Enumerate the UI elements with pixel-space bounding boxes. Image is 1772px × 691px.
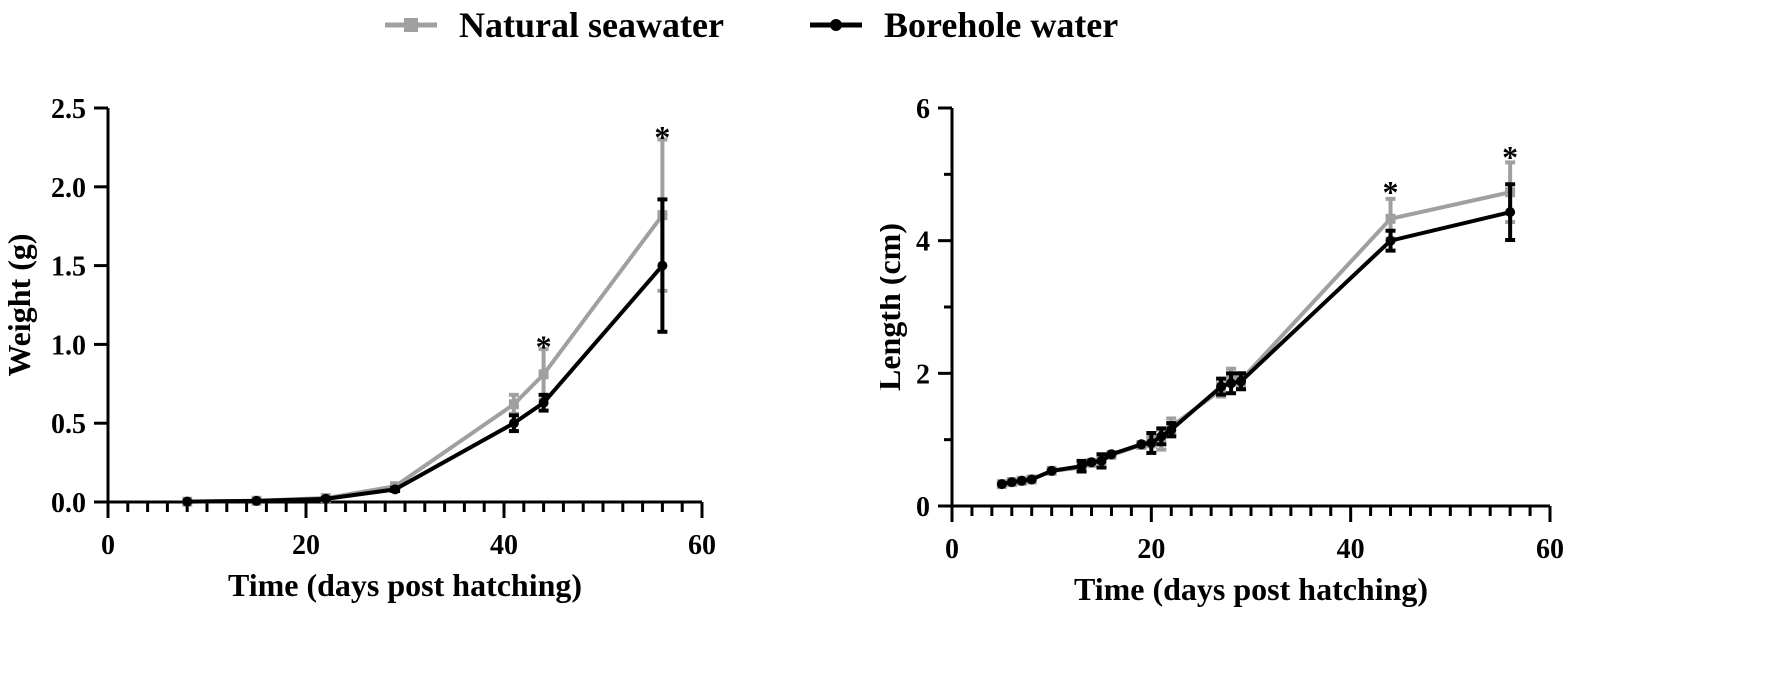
x-tick-label: 60: [688, 530, 716, 561]
data-point-borehole-water: [1136, 439, 1147, 450]
data-point-natural-seawater: [538, 369, 549, 380]
y-axis-label: Length (cm): [880, 223, 907, 391]
data-point-borehole-water: [1505, 207, 1516, 218]
y-tick-label: 1.5: [51, 252, 86, 283]
data-point-borehole-water: [1166, 424, 1177, 435]
data-point-borehole-water: [1026, 474, 1037, 485]
significance-asterisk: *: [536, 329, 552, 365]
data-point-borehole-water: [1086, 457, 1097, 468]
series-line-natural-seawater: [1001, 190, 1511, 487]
data-point-borehole-water: [1096, 455, 1107, 466]
x-tick-label: 20: [1137, 534, 1165, 565]
data-point-borehole-water: [538, 397, 549, 408]
y-tick-label: 2.5: [51, 94, 86, 125]
series-line-borehole-water: [1001, 210, 1511, 487]
y-tick-label: 0.0: [51, 488, 86, 519]
y-tick-label: 1.0: [51, 330, 86, 361]
y-tick-label: 0.5: [51, 409, 86, 440]
x-tick-label: 0: [101, 530, 115, 561]
data-point-borehole-water: [1046, 465, 1057, 476]
data-point-borehole-water: [320, 493, 331, 504]
legend-label: Borehole water: [884, 5, 1119, 45]
x-axis-label: Time (days post hatching): [1074, 571, 1428, 607]
data-point-borehole-water: [1106, 449, 1117, 460]
data-point-borehole-water: [1156, 431, 1167, 442]
x-tick-label: 40: [1337, 534, 1365, 565]
data-point-borehole-water: [1076, 461, 1087, 472]
data-point-natural-seawater: [1385, 213, 1396, 224]
data-point-borehole-water: [1236, 376, 1247, 387]
data-point-borehole-water: [657, 260, 668, 271]
y-tick-label: 4: [916, 227, 930, 258]
x-tick-label: 60: [1536, 534, 1564, 565]
weight-chart: 0 20 40 60 0.0 0.5 1.0 1.5 2.0 2.5 Time (days post…: [1, 94, 716, 603]
length-chart: 0 20 40 60 0 2 4 6 Time (days post hatching) Leng…: [880, 94, 1564, 607]
data-point-borehole-water: [390, 484, 401, 495]
y-tick-label: 0: [916, 492, 930, 523]
y-tick-label: 6: [916, 94, 930, 125]
legend-swatch-gray-square-icon: [385, 18, 437, 32]
data-point-borehole-water: [1216, 381, 1227, 392]
data-point-borehole-water: [251, 495, 262, 506]
y-axis-label: Weight (g): [1, 233, 37, 376]
x-tick-label: 40: [490, 530, 518, 561]
data-point-borehole-water: [1006, 477, 1017, 488]
y-tick-label: 2: [916, 359, 930, 390]
data-point-borehole-water: [1226, 378, 1237, 389]
series-line-natural-seawater: [187, 213, 665, 504]
x-axis-label: Time (days post hatching): [228, 567, 582, 603]
y-tick-label: 2.0: [51, 173, 86, 204]
data-point-borehole-water: [1146, 437, 1157, 448]
legend-item-natural-seawater: Natural seawater: [385, 4, 724, 46]
data-point-borehole-water: [182, 496, 193, 507]
significance-asterisk: *: [654, 119, 670, 155]
legend-swatch-black-circle-icon: [810, 19, 862, 31]
legend: Natural seawater Borehole water: [0, 0, 1772, 60]
data-point-borehole-water: [1016, 475, 1027, 486]
significance-asterisk: *: [1502, 139, 1518, 175]
x-tick-label: 0: [945, 534, 959, 565]
legend-label: Natural seawater: [459, 5, 724, 45]
data-point-borehole-water: [508, 418, 519, 429]
significance-asterisk: *: [1383, 174, 1399, 210]
x-tick-label: 20: [292, 530, 320, 561]
data-point-borehole-water: [1385, 235, 1396, 246]
data-point-natural-seawater: [508, 399, 519, 410]
data-point-borehole-water: [996, 479, 1007, 490]
legend-item-borehole-water: Borehole water: [810, 4, 1118, 46]
